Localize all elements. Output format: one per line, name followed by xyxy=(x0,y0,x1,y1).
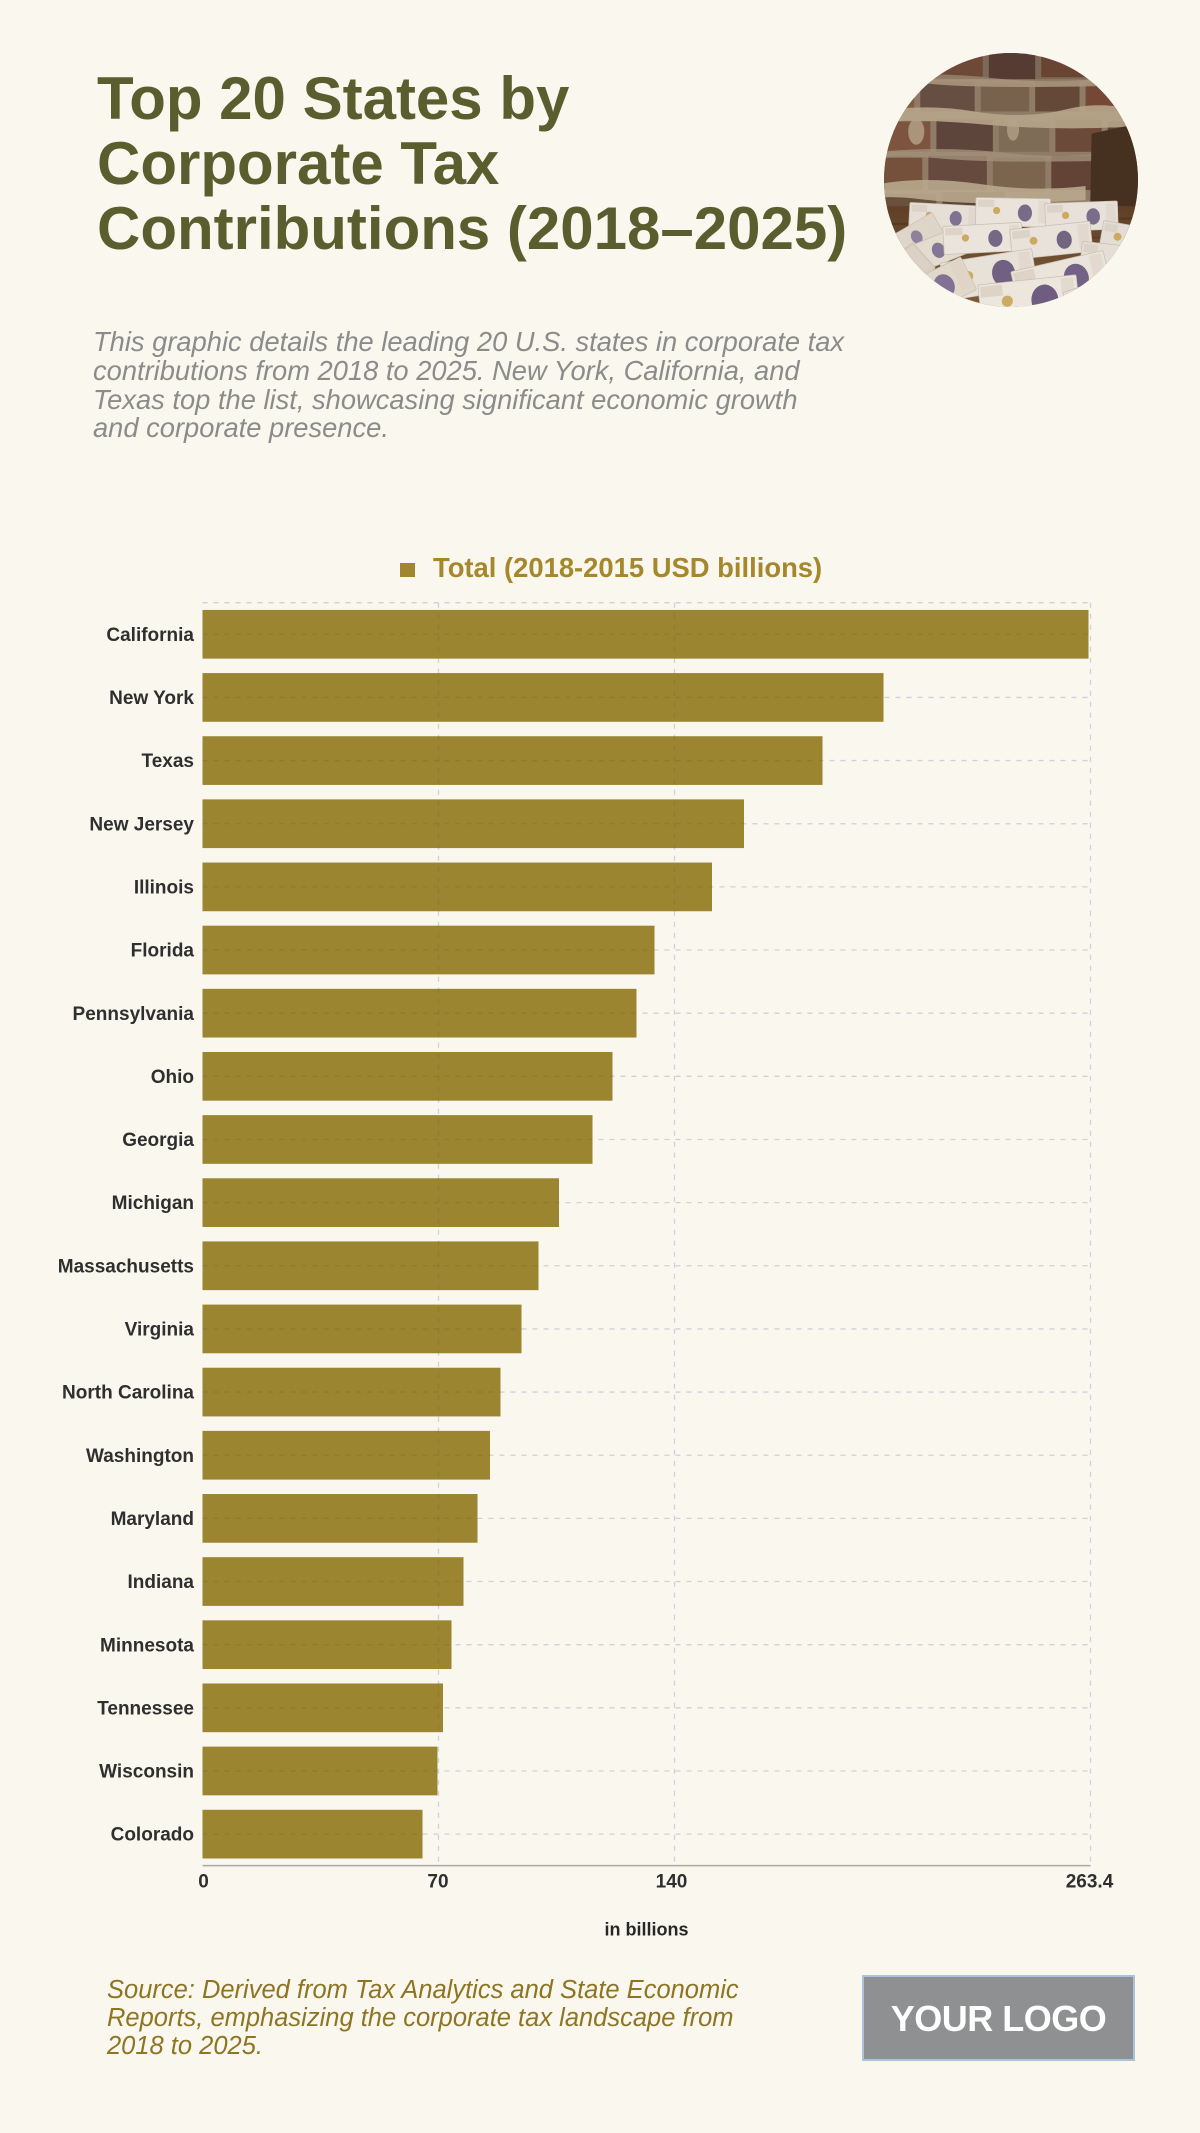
svg-text:Illinois: Illinois xyxy=(134,878,194,899)
svg-text:Wisconsin: Wisconsin xyxy=(99,1762,194,1783)
svg-text:Florida: Florida xyxy=(131,941,195,962)
svg-text:New Jersey: New Jersey xyxy=(89,814,194,835)
svg-text:North Carolina: North Carolina xyxy=(62,1383,194,1404)
svg-text:Colorado: Colorado xyxy=(111,1825,194,1846)
svg-text:70: 70 xyxy=(427,1872,448,1893)
svg-text:Minnesota: Minnesota xyxy=(100,1635,194,1656)
svg-text:in billions: in billions xyxy=(605,1920,689,1940)
svg-text:Pennsylvania: Pennsylvania xyxy=(73,1004,195,1025)
svg-text:Washington: Washington xyxy=(86,1446,194,1467)
svg-text:Virginia: Virginia xyxy=(125,1320,195,1341)
svg-text:263.4: 263.4 xyxy=(1066,1872,1114,1893)
svg-text:Massachusetts: Massachusetts xyxy=(58,1256,194,1277)
svg-text:0: 0 xyxy=(198,1872,209,1893)
svg-text:Texas: Texas xyxy=(142,751,194,772)
svg-text:Michigan: Michigan xyxy=(112,1193,194,1214)
svg-text:Tennessee: Tennessee xyxy=(97,1698,194,1719)
svg-text:140: 140 xyxy=(656,1872,688,1893)
svg-text:Maryland: Maryland xyxy=(111,1509,194,1530)
svg-text:Georgia: Georgia xyxy=(122,1130,194,1151)
svg-text:New York: New York xyxy=(109,688,194,709)
svg-text:Indiana: Indiana xyxy=(127,1572,194,1593)
svg-text:Ohio: Ohio xyxy=(151,1067,194,1088)
svg-text:California: California xyxy=(106,625,194,646)
